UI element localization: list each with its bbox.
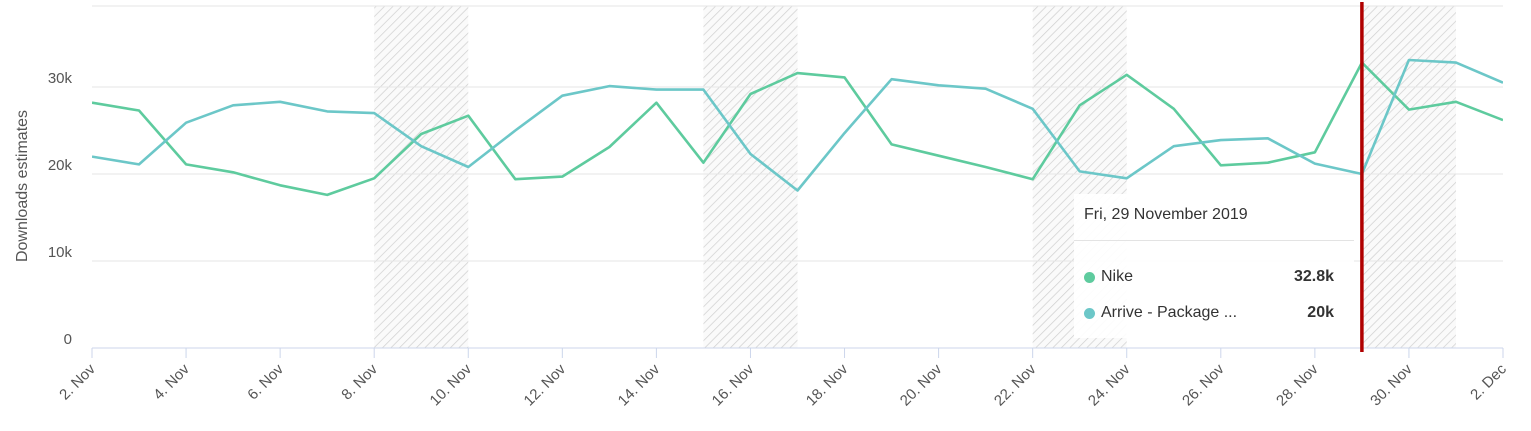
y-tick-label: 10k (48, 244, 73, 261)
tooltip: Fri, 29 November 2019 Nike 32.8k Arrive … (1074, 194, 1354, 338)
series-line-arrive (92, 58, 1503, 192)
tooltip-series-value: 32.8k (1293, 268, 1334, 285)
weekend-band (374, 6, 469, 348)
x-tick-label: 28. Nov (1273, 360, 1322, 409)
y-axis-title: Downloads estimates (14, 110, 31, 262)
x-tick-label: 10. Nov (427, 360, 476, 409)
x-tick-label: 2. Dec (1467, 360, 1510, 403)
tooltip-divider (1074, 240, 1354, 241)
series-dot-icon (1084, 307, 1095, 319)
series-line-nike (92, 61, 1503, 197)
x-tick-label: 18. Nov (803, 360, 852, 409)
x-tick-label: 26. Nov (1179, 360, 1228, 409)
x-tick-label: 20. Nov (897, 360, 946, 409)
tooltip-row-nike: Nike 32.8k (1084, 266, 1334, 288)
weekend-band (1361, 6, 1456, 348)
y-tick-label: 30k (48, 70, 73, 87)
series-dot-icon (1084, 271, 1095, 283)
x-tick-label: 8. Nov (338, 360, 381, 403)
x-tick-label: 2. Nov (56, 360, 99, 403)
x-tick-label: 12. Nov (521, 360, 570, 409)
tooltip-series-value: 20k (1307, 304, 1334, 321)
y-tick-label: 0 (64, 331, 72, 348)
x-tick-label: 14. Nov (615, 360, 664, 409)
tooltip-series-name: Nike (1101, 268, 1134, 285)
x-tick-label: 30. Nov (1367, 360, 1416, 409)
tooltip-date: Fri, 29 November 2019 (1084, 206, 1248, 223)
weekend-band (703, 6, 798, 348)
tooltip-series-name: Arrive - Package ... (1101, 304, 1238, 321)
tooltip-row-arrive: Arrive - Package ... 20k (1084, 302, 1334, 324)
x-tick-label: 16. Nov (709, 360, 758, 409)
x-tick-label: 6. Nov (244, 360, 287, 403)
x-tick-label: 24. Nov (1085, 360, 1134, 409)
x-tick-label: 4. Nov (150, 360, 193, 403)
y-tick-label: 20k (48, 157, 73, 174)
x-tick-label: 22. Nov (991, 360, 1040, 409)
